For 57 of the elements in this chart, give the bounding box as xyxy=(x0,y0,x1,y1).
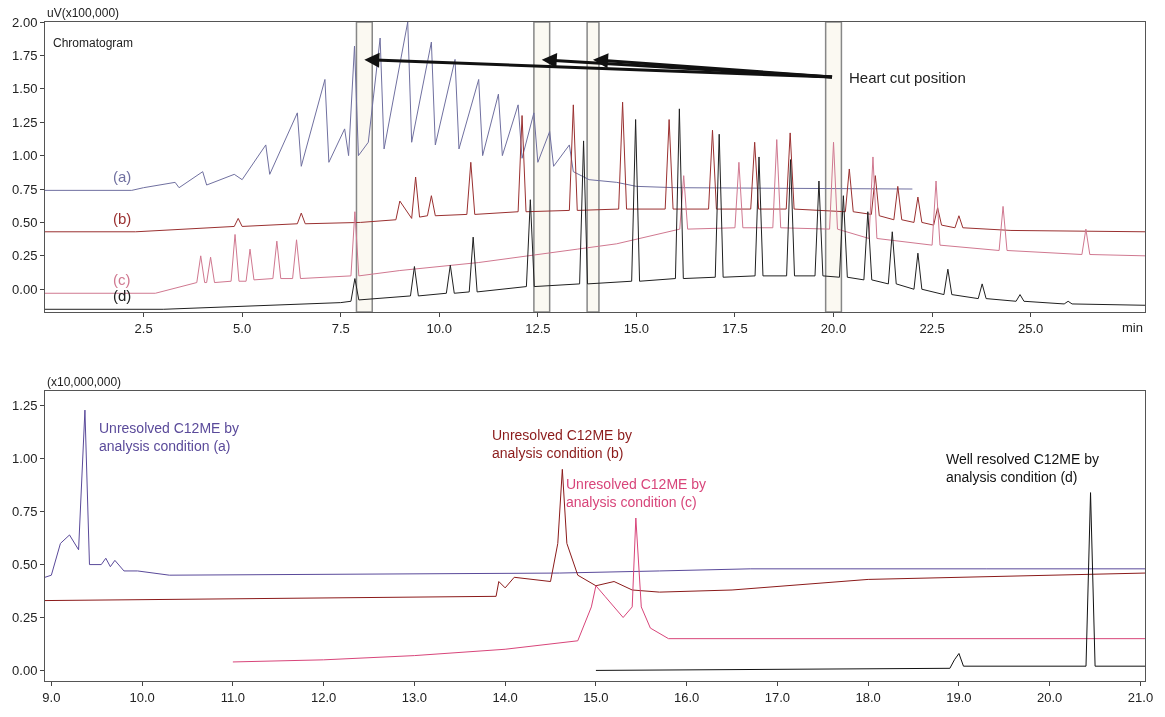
y-tick-label: 1.25 xyxy=(12,114,38,130)
x-tick-label: 16.0 xyxy=(674,689,700,705)
annotation: Heart cut position xyxy=(849,69,966,86)
x-tick-label: 17.5 xyxy=(722,320,748,336)
series-label: (d) xyxy=(113,287,132,304)
x-tick-label: 10.0 xyxy=(129,689,155,705)
line-series xyxy=(45,22,913,191)
x-tick-label: 15.0 xyxy=(623,320,650,336)
series-label: (b) xyxy=(113,210,132,227)
y-tick-label: 0.25 xyxy=(12,610,38,626)
y-tick-label: 0.00 xyxy=(12,662,38,678)
x-tick-label: 14.0 xyxy=(492,689,518,705)
y-tick-label: 0.50 xyxy=(12,214,38,230)
line-series xyxy=(45,101,1145,233)
x-tick-label: 17.0 xyxy=(764,689,791,705)
x-tick-label: 12.5 xyxy=(525,320,551,336)
line-series xyxy=(45,108,1145,310)
y-tick-label: 0.00 xyxy=(12,281,38,297)
annotation: Chromatogram xyxy=(53,36,134,50)
y-axis-title: uV(x100,000) xyxy=(47,6,120,20)
x-tick-label: 20.0 xyxy=(1037,689,1063,705)
x-tick-label: 10.0 xyxy=(426,320,452,336)
x-tick-label: 15.0 xyxy=(583,689,609,705)
y-tick-label: 2.00 xyxy=(12,14,38,30)
y-tick-label: 1.75 xyxy=(12,47,38,63)
series-label: Unresolved C12ME by analysis condition (b) xyxy=(492,427,633,462)
y-tick-label: 0.25 xyxy=(12,248,38,264)
series-label: (a) xyxy=(113,168,132,185)
x-tick-label: 2.5 xyxy=(134,320,153,336)
x-tick-label: 12.0 xyxy=(310,689,337,705)
series-label: Unresolved C12ME by analysis condition (a) xyxy=(99,420,240,455)
line-series xyxy=(45,468,1145,602)
x-tick-label: 18.0 xyxy=(855,689,881,705)
y-tick-label: 1.00 xyxy=(12,451,38,467)
y-tick-label: 0.75 xyxy=(12,181,38,197)
x-tick-label: 11.0 xyxy=(220,689,246,705)
x-tick-label: 13.0 xyxy=(401,689,428,705)
series-label: Well resolved C12ME by analysis condition (d) xyxy=(946,451,1100,486)
x-tick-label: 5.0 xyxy=(233,320,252,336)
series-label: Unresolved C12ME by analysis condition (c) xyxy=(566,476,707,511)
line-series xyxy=(232,517,1145,663)
x-tick-label: 19.0 xyxy=(946,689,972,705)
y-tick-label: 1.25 xyxy=(12,398,38,414)
y-tick-label: 0.50 xyxy=(12,557,38,573)
line-series xyxy=(45,409,1145,578)
x-tick-label: 21.0 xyxy=(1127,689,1154,705)
x-axis-title: min xyxy=(1122,320,1143,335)
x-tick-label: 25.0 xyxy=(1018,320,1044,336)
x-tick-label: 9.0 xyxy=(42,689,61,705)
x-tick-label: 22.5 xyxy=(919,320,945,336)
x-tick-label: 7.5 xyxy=(331,320,350,336)
y-axis-title: (x10,000,000) xyxy=(47,375,122,389)
y-tick-label: 0.75 xyxy=(12,504,38,520)
y-tick-label: 1.00 xyxy=(12,148,38,164)
x-tick-label: 20.0 xyxy=(820,320,847,336)
y-tick-label: 1.50 xyxy=(12,81,38,97)
series-label: (c) xyxy=(113,271,131,288)
